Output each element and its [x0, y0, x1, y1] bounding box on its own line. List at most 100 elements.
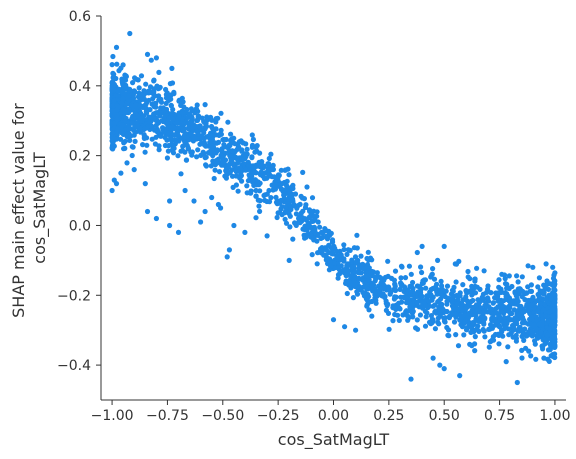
data-point [342, 324, 348, 330]
data-point [334, 248, 340, 254]
data-point [550, 264, 556, 270]
data-point [175, 153, 181, 159]
data-point [545, 347, 552, 353]
data-point [408, 271, 414, 277]
data-point [454, 301, 461, 307]
data-point [391, 277, 397, 283]
data-point [188, 120, 194, 126]
data-point [253, 215, 259, 221]
data-point [496, 314, 503, 320]
data-point [431, 276, 438, 282]
scatter-points [109, 30, 558, 386]
data-point [218, 110, 224, 116]
data-point [152, 93, 158, 99]
data-point [130, 103, 136, 109]
data-point [440, 306, 446, 312]
data-point [481, 328, 487, 334]
data-point [476, 318, 482, 324]
x-axis-label: cos_SatMagLT [278, 430, 390, 450]
data-point [304, 184, 310, 190]
data-point [249, 132, 255, 138]
data-point [514, 296, 520, 302]
data-point [358, 253, 364, 259]
data-point [392, 311, 398, 318]
data-point [462, 318, 468, 325]
data-point [221, 136, 227, 143]
data-point [195, 147, 201, 153]
data-point [472, 348, 478, 354]
data-point [528, 297, 534, 303]
data-point [519, 274, 525, 280]
data-point [257, 150, 263, 156]
data-point [385, 310, 392, 316]
data-point [429, 297, 435, 303]
data-point [472, 334, 478, 340]
data-point [453, 332, 459, 338]
data-point [470, 297, 476, 304]
data-point [439, 283, 445, 289]
data-point [124, 160, 130, 166]
data-point [152, 141, 158, 147]
data-point [391, 296, 397, 302]
data-point [153, 215, 159, 222]
data-point [243, 167, 249, 173]
data-point [528, 353, 534, 359]
data-point [502, 281, 509, 287]
data-point [341, 246, 347, 253]
data-point [321, 252, 327, 258]
data-point [457, 293, 463, 299]
data-point [354, 232, 360, 238]
data-point [476, 328, 482, 334]
data-point [249, 154, 255, 160]
data-point [435, 257, 441, 263]
data-point [118, 136, 124, 142]
data-point [330, 239, 336, 245]
data-point [109, 145, 115, 151]
data-point [548, 295, 554, 301]
data-point [545, 313, 551, 319]
data-point [513, 301, 520, 307]
data-point [509, 283, 515, 290]
data-point [198, 152, 204, 158]
data-point [244, 146, 250, 152]
data-point [397, 306, 403, 312]
data-point [506, 273, 512, 279]
y-axis-label: SHAP main effect value for cos_SatMagLT [9, 98, 50, 318]
data-point [127, 30, 133, 37]
data-point [143, 81, 149, 87]
data-point [550, 291, 556, 297]
data-point [399, 299, 405, 305]
data-point [499, 327, 505, 333]
data-point [354, 291, 361, 297]
data-point [541, 355, 547, 361]
data-point [268, 151, 274, 157]
data-point [208, 114, 214, 120]
data-point [552, 327, 558, 333]
data-point [496, 323, 503, 329]
data-point [414, 249, 420, 256]
data-point [452, 261, 458, 267]
data-point [176, 114, 182, 120]
data-point [550, 306, 556, 312]
data-point [406, 308, 412, 314]
data-point [514, 273, 520, 279]
data-point [165, 118, 171, 124]
data-point [352, 254, 359, 260]
data-point [175, 229, 182, 235]
data-point [207, 132, 213, 138]
data-point [317, 224, 323, 230]
data-point [472, 341, 478, 347]
data-point [153, 104, 159, 110]
data-point [379, 276, 385, 283]
data-point [292, 191, 299, 197]
data-point [544, 332, 551, 338]
data-point [362, 280, 368, 286]
data-point [546, 326, 553, 332]
data-point [523, 345, 529, 351]
data-point [543, 296, 549, 302]
data-point [419, 293, 425, 300]
y-tick-label: 0.2 [69, 149, 91, 165]
data-point [218, 127, 224, 133]
data-point [415, 326, 421, 332]
